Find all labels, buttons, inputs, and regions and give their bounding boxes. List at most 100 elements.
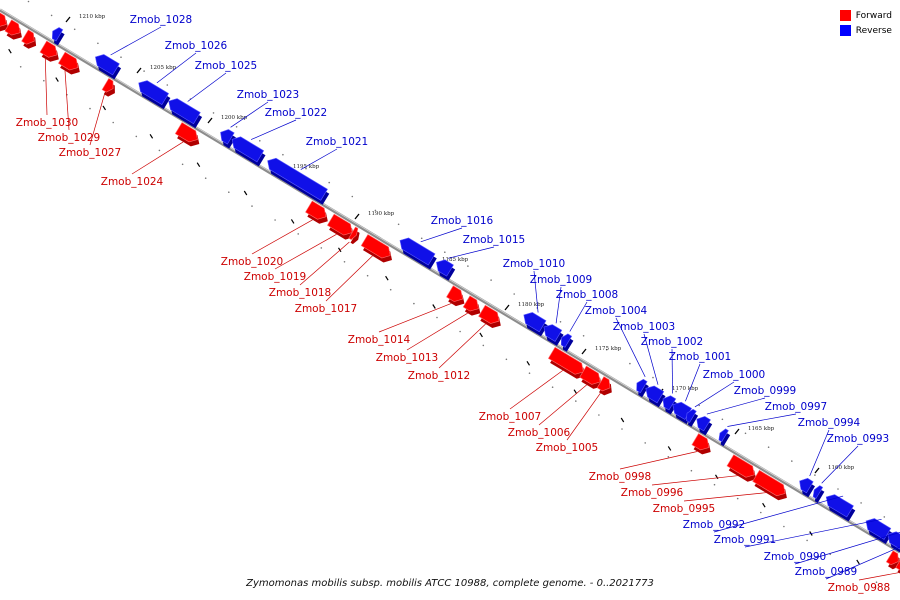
gene-label[interactable]: Zmob_1000 bbox=[703, 369, 765, 381]
ruler-dot bbox=[744, 432, 747, 435]
gene-label[interactable]: Zmob_1014 bbox=[348, 334, 411, 346]
gene-Zmob_1015[interactable] bbox=[436, 259, 456, 281]
gene-label[interactable]: Zmob_1001 bbox=[669, 351, 731, 363]
gene-label[interactable]: Zmob_1009 bbox=[530, 274, 592, 286]
kbp-tick-label: 1205 kbp bbox=[150, 65, 177, 71]
label-connector bbox=[671, 348, 673, 394]
gene-Zmob_0994[interactable] bbox=[799, 477, 815, 498]
gene-unlabeled[interactable] bbox=[51, 27, 65, 46]
gene-label[interactable]: Zmob_1029 bbox=[38, 132, 100, 144]
gene-Zmob_1029[interactable] bbox=[57, 51, 80, 75]
gene-label[interactable]: Zmob_1010 bbox=[503, 258, 565, 270]
gene-label[interactable]: Zmob_0989 bbox=[795, 566, 857, 578]
gene-label[interactable]: Zmob_1005 bbox=[536, 442, 598, 454]
gene-Zmob_1025[interactable] bbox=[168, 98, 203, 129]
gene-label[interactable]: Zmob_1024 bbox=[101, 176, 164, 188]
gene-Zmob_0998[interactable] bbox=[691, 433, 711, 455]
gene-label[interactable]: Zmob_1021 bbox=[306, 136, 368, 148]
gene-label[interactable]: Zmob_0992 bbox=[683, 519, 745, 531]
gene-Zmob_1012[interactable] bbox=[478, 304, 501, 328]
gene-label[interactable]: Zmob_1019 bbox=[244, 271, 306, 283]
gene-label[interactable]: Zmob_1013 bbox=[376, 352, 438, 364]
gene-Zmob_1023[interactable] bbox=[220, 129, 236, 149]
gene-label[interactable]: Zmob_0988 bbox=[828, 582, 890, 594]
ruler-dot bbox=[505, 358, 508, 361]
gene-Zmob_1027[interactable] bbox=[101, 77, 115, 97]
gene-Zmob_1022[interactable] bbox=[231, 136, 266, 167]
gene-Zmob_1009[interactable] bbox=[543, 324, 564, 346]
gene-Zmob_1006[interactable] bbox=[579, 365, 602, 389]
gene-label[interactable]: Zmob_1030 bbox=[16, 117, 78, 129]
gene-Zmob_0988[interactable] bbox=[895, 556, 900, 575]
gene-Zmob_0997[interactable] bbox=[718, 428, 731, 447]
gene-Zmob_1007[interactable] bbox=[547, 346, 586, 379]
gene-Zmob_1026[interactable] bbox=[138, 80, 171, 110]
gene-label[interactable]: Zmob_1017 bbox=[295, 303, 357, 315]
feature-dash bbox=[290, 219, 295, 224]
gene-label[interactable]: Zmob_1027 bbox=[59, 147, 121, 159]
gene-Zmob_1017[interactable] bbox=[360, 234, 392, 263]
gene-label[interactable]: Zmob_1023 bbox=[237, 89, 299, 101]
gene-Zmob_0993[interactable] bbox=[812, 485, 825, 503]
gene-Zmob_1020[interactable] bbox=[305, 200, 328, 224]
label-connector bbox=[274, 233, 337, 270]
gene-unlabeled[interactable] bbox=[4, 19, 22, 40]
gene-label[interactable]: Zmob_1025 bbox=[195, 60, 257, 72]
gene-Zmob_1000[interactable] bbox=[685, 408, 699, 427]
gene-label[interactable]: Zmob_0995 bbox=[653, 503, 715, 515]
ruler-dot bbox=[204, 177, 207, 179]
gene-label[interactable]: Zmob_1006 bbox=[508, 427, 571, 439]
gene-label[interactable]: Zmob_1028 bbox=[130, 14, 192, 26]
gene-label[interactable]: Zmob_1020 bbox=[221, 256, 283, 268]
gene-label[interactable]: Zmob_0999 bbox=[734, 385, 796, 397]
gene-label[interactable]: Zmob_1003 bbox=[613, 321, 675, 333]
gene-label[interactable]: Zmob_1008 bbox=[556, 289, 618, 301]
gene-label[interactable]: Zmob_1007 bbox=[479, 411, 541, 423]
ruler-dot bbox=[305, 167, 307, 170]
gene-Zmob_1021[interactable] bbox=[267, 157, 330, 205]
gene-Zmob_1024[interactable] bbox=[174, 122, 200, 147]
gene-Zmob_0990[interactable] bbox=[887, 531, 900, 556]
gene-Zmob_0996[interactable] bbox=[726, 454, 757, 482]
gene-Zmob_0999[interactable] bbox=[696, 416, 713, 436]
gene-label[interactable]: Zmob_1018 bbox=[269, 287, 331, 299]
gene-Zmob_1030[interactable] bbox=[39, 40, 59, 62]
gene-label[interactable]: Zmob_0994 bbox=[798, 417, 861, 429]
gene-label[interactable]: Zmob_0996 bbox=[621, 487, 684, 499]
gene-Zmob_1019[interactable] bbox=[326, 213, 354, 240]
gene-label[interactable]: Zmob_0991 bbox=[714, 534, 776, 546]
gene-label[interactable]: Zmob_1012 bbox=[408, 370, 470, 382]
gene-Zmob_1013[interactable] bbox=[462, 295, 481, 316]
gene-label[interactable]: Zmob_1002 bbox=[641, 336, 703, 348]
gene-arrow bbox=[825, 494, 854, 518]
gene-Zmob_1014[interactable] bbox=[446, 285, 465, 307]
gene-label[interactable]: Zmob_0997 bbox=[765, 401, 827, 413]
gene-Zmob_1005[interactable] bbox=[596, 376, 612, 396]
gene-Zmob_0992[interactable] bbox=[825, 494, 856, 522]
gene-Zmob_1008[interactable] bbox=[560, 333, 574, 352]
gene-Zmob_0991[interactable] bbox=[865, 518, 893, 545]
gene-label[interactable]: Zmob_1022 bbox=[265, 107, 327, 119]
gene-arrow bbox=[57, 51, 79, 71]
gene-Zmob_1003[interactable] bbox=[645, 385, 666, 408]
gene-label[interactable]: Zmob_1026 bbox=[165, 40, 228, 52]
gene-unlabeled[interactable] bbox=[0, 12, 9, 32]
gene-label[interactable]: Zmob_1016 bbox=[431, 215, 494, 227]
gene-label[interactable]: Zmob_0993 bbox=[827, 433, 889, 445]
gene-Zmob_1016[interactable] bbox=[399, 237, 437, 270]
gene-arrow bbox=[596, 376, 611, 392]
gene-Zmob_1010[interactable] bbox=[523, 312, 548, 337]
gene-Zmob_1028[interactable] bbox=[95, 54, 122, 80]
gene-label[interactable]: Zmob_1015 bbox=[463, 234, 525, 246]
gene-Zmob_1004[interactable] bbox=[636, 378, 649, 398]
gene-Zmob_0995[interactable] bbox=[752, 469, 787, 501]
gene-Zmob_1002[interactable] bbox=[662, 395, 678, 415]
gene-Zmob_1018[interactable] bbox=[348, 226, 360, 245]
label-connector bbox=[448, 246, 495, 259]
gene-unlabeled[interactable] bbox=[21, 29, 37, 49]
gene-label[interactable]: Zmob_0990 bbox=[764, 551, 826, 563]
gene-label[interactable]: Zmob_1004 bbox=[585, 305, 648, 317]
ruler-dot bbox=[528, 372, 531, 375]
gene-label[interactable]: Zmob_0998 bbox=[589, 471, 651, 483]
ruler-dot bbox=[320, 247, 323, 249]
